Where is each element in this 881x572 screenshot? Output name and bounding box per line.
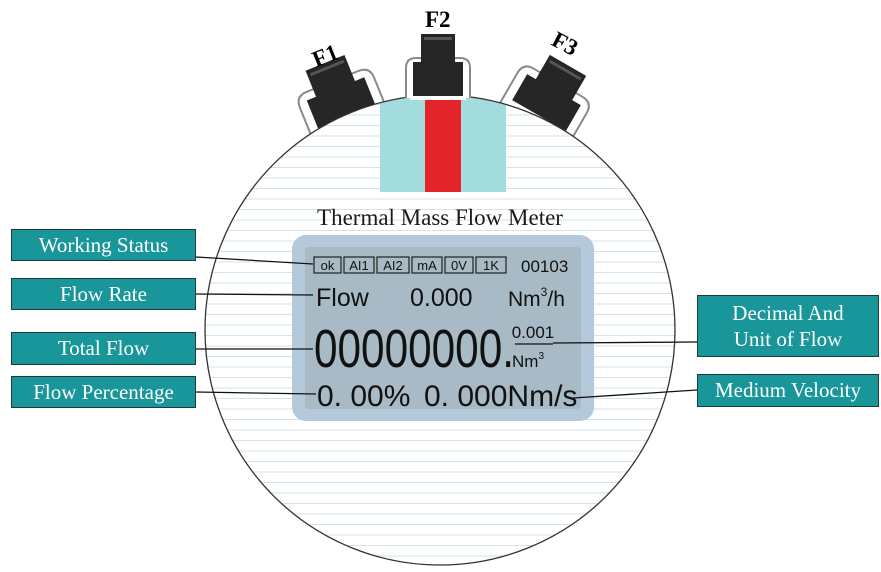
callout-decimal-unit: Decimal And Unit of Flow	[697, 295, 879, 357]
callout-text: Working Status	[38, 232, 169, 257]
callout-text: Unit of Flow	[733, 327, 843, 351]
leader-lines	[195, 256, 698, 399]
callout-medium-velocity: Medium Velocity	[697, 374, 879, 407]
status-flag: mA	[417, 258, 437, 273]
f3-button[interactable]	[498, 45, 602, 145]
callout-text: Decimal And	[732, 300, 844, 325]
indicator-window-left	[380, 95, 425, 192]
callout-text: Flow Rate	[60, 281, 147, 306]
status-code: 00103	[521, 257, 568, 276]
lcd-screen	[305, 247, 581, 409]
callout-text: Medium Velocity	[714, 378, 861, 403]
indicator-window-red	[425, 95, 461, 192]
status-flag: 0V	[451, 258, 467, 273]
callout-working-status: Working Status	[11, 229, 196, 261]
flow-value: 0.000	[410, 284, 473, 312]
f2-label: F2	[425, 7, 451, 32]
total-flow-value: 00000000.	[314, 319, 514, 379]
lcd-status-row: ok AI1 AI2 mA 0V 1K 00103	[313, 256, 568, 276]
callout-total-flow: Total Flow	[11, 332, 196, 365]
total-flow-unit: Nm3	[512, 351, 544, 371]
callout-flow-rate: Flow Rate	[11, 278, 196, 310]
flow-percentage-value: 0. 00%	[317, 380, 410, 413]
indicator-window-right	[461, 95, 506, 192]
status-flag: AI2	[383, 258, 403, 273]
callout-flow-percentage: Flow Percentage	[11, 376, 196, 408]
decimal-value: 0.001	[512, 323, 555, 342]
status-flag: 1K	[483, 258, 499, 273]
meter-title: Thermal Mass Flow Meter	[317, 205, 563, 230]
callout-text: Flow Percentage	[33, 379, 174, 404]
callout-text: Total Flow	[57, 336, 150, 361]
status-flag: ok	[321, 258, 335, 273]
velocity-value: 0. 000Nm/s	[424, 380, 577, 413]
status-flag: AI1	[349, 258, 369, 273]
f2-button[interactable]	[405, 34, 471, 100]
f3-label: F3	[548, 27, 582, 61]
flow-label: Flow	[316, 284, 370, 312]
f1-button[interactable]	[288, 48, 389, 142]
flow-unit: Nm3/h	[508, 285, 565, 311]
